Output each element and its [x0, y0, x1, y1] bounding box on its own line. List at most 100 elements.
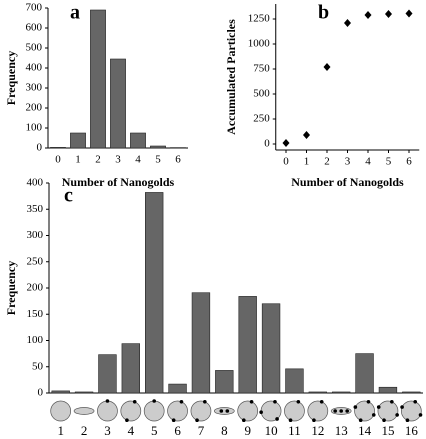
point	[385, 10, 392, 18]
bar	[285, 368, 304, 394]
x-tick-label: 5	[155, 154, 161, 166]
shape-icon	[259, 399, 282, 422]
icon-dot	[366, 399, 371, 404]
icon-dot	[418, 413, 423, 417]
bar	[215, 370, 234, 394]
icon-dot	[395, 413, 399, 417]
icon-circle	[307, 400, 329, 422]
bar	[98, 354, 117, 394]
bar	[261, 303, 281, 394]
icon-dot	[371, 413, 376, 417]
bar	[308, 391, 327, 394]
icon-dot	[319, 399, 324, 404]
y-axis-title: Frequency	[4, 261, 18, 315]
panel-label: b	[318, 2, 329, 24]
icon-dot	[339, 409, 343, 413]
bar	[130, 132, 146, 149]
y-tick-label: 1000	[248, 38, 271, 50]
icon-dot	[275, 417, 279, 421]
x-tick-label: 7	[198, 423, 205, 438]
x-tick-label: 11	[288, 423, 301, 438]
y-tick-label: 150	[27, 308, 44, 320]
icon-ellipse	[73, 407, 95, 415]
x-tick-label: 4	[135, 154, 141, 166]
bar	[74, 391, 94, 394]
icon-dot	[105, 399, 110, 403]
y-axis-title: Accumulated Particles	[224, 19, 238, 135]
y-tick-label: 100	[27, 334, 44, 346]
icon-dot	[376, 405, 381, 409]
icon-circle	[50, 400, 72, 422]
x-tick-label: 16	[405, 423, 419, 438]
y-tick-label: 100	[26, 122, 43, 134]
y-tick-label: 0	[37, 142, 43, 154]
shape-icon	[237, 399, 259, 423]
x-tick-label: 2	[95, 154, 101, 166]
x-tick-label: 0	[55, 154, 61, 166]
icon-dot	[312, 418, 316, 423]
bar	[70, 132, 86, 149]
shape-icon	[353, 399, 376, 423]
y-tick-label: 200	[27, 282, 44, 294]
x-tick-label: 2	[81, 423, 88, 438]
panel-label: a	[70, 2, 80, 24]
bar	[51, 390, 70, 394]
icon-dot	[273, 399, 277, 404]
x-axis-title: Number of Nanogolds	[62, 175, 175, 189]
x-tick-label: 6	[175, 154, 181, 166]
shape-icon	[330, 407, 352, 415]
shape-icon	[167, 399, 188, 423]
point	[303, 131, 310, 139]
x-tick-label: 1	[75, 154, 81, 166]
x-tick-label: 3	[104, 423, 111, 438]
icon-circle	[167, 400, 188, 422]
icon-dot	[171, 418, 176, 423]
x-tick-label: 9	[244, 423, 251, 438]
icon-dot	[249, 399, 254, 404]
icon-dot	[405, 418, 410, 423]
bar	[110, 58, 126, 149]
x-axis-title: Number of Nanogolds	[291, 175, 404, 189]
y-tick-label: 700	[26, 2, 43, 14]
icon-dot	[125, 418, 129, 423]
icon-dot	[413, 399, 418, 404]
y-tick-label: 300	[26, 82, 43, 94]
bar	[355, 353, 374, 394]
bar	[50, 147, 66, 149]
shape-icon	[120, 399, 142, 423]
point	[405, 9, 413, 18]
icon-dot	[241, 418, 246, 423]
bar	[378, 386, 398, 394]
icon-circle	[237, 400, 259, 422]
icon-circle	[400, 400, 422, 422]
icon-circle	[190, 400, 212, 422]
point	[323, 63, 331, 71]
y-tick-label: 300	[27, 229, 44, 241]
icon-dot	[225, 409, 230, 413]
bar	[145, 192, 164, 394]
y-tick-label: 250	[253, 113, 270, 125]
icon-dot	[179, 399, 184, 404]
y-tick-label: 500	[26, 42, 43, 54]
y-tick-label: 200	[26, 102, 43, 114]
icon-circle	[377, 400, 399, 422]
icon-dot	[288, 418, 293, 423]
x-tick-label: 4	[128, 423, 135, 438]
x-tick-label: 0	[283, 156, 289, 168]
icon-dot	[195, 418, 199, 423]
point	[282, 139, 290, 147]
x-tick-label: 3	[345, 156, 351, 168]
shape-icon	[376, 399, 399, 423]
bar	[238, 296, 257, 394]
icon-circle	[120, 400, 142, 422]
bar	[150, 145, 166, 149]
bar	[402, 391, 421, 394]
panel-label: c	[64, 185, 73, 207]
point	[364, 11, 372, 19]
icon-dot	[382, 418, 386, 423]
x-tick-label: 14	[358, 423, 372, 438]
x-tick-label: 1	[57, 423, 64, 438]
bar	[121, 343, 140, 394]
icon-circle	[284, 400, 305, 422]
